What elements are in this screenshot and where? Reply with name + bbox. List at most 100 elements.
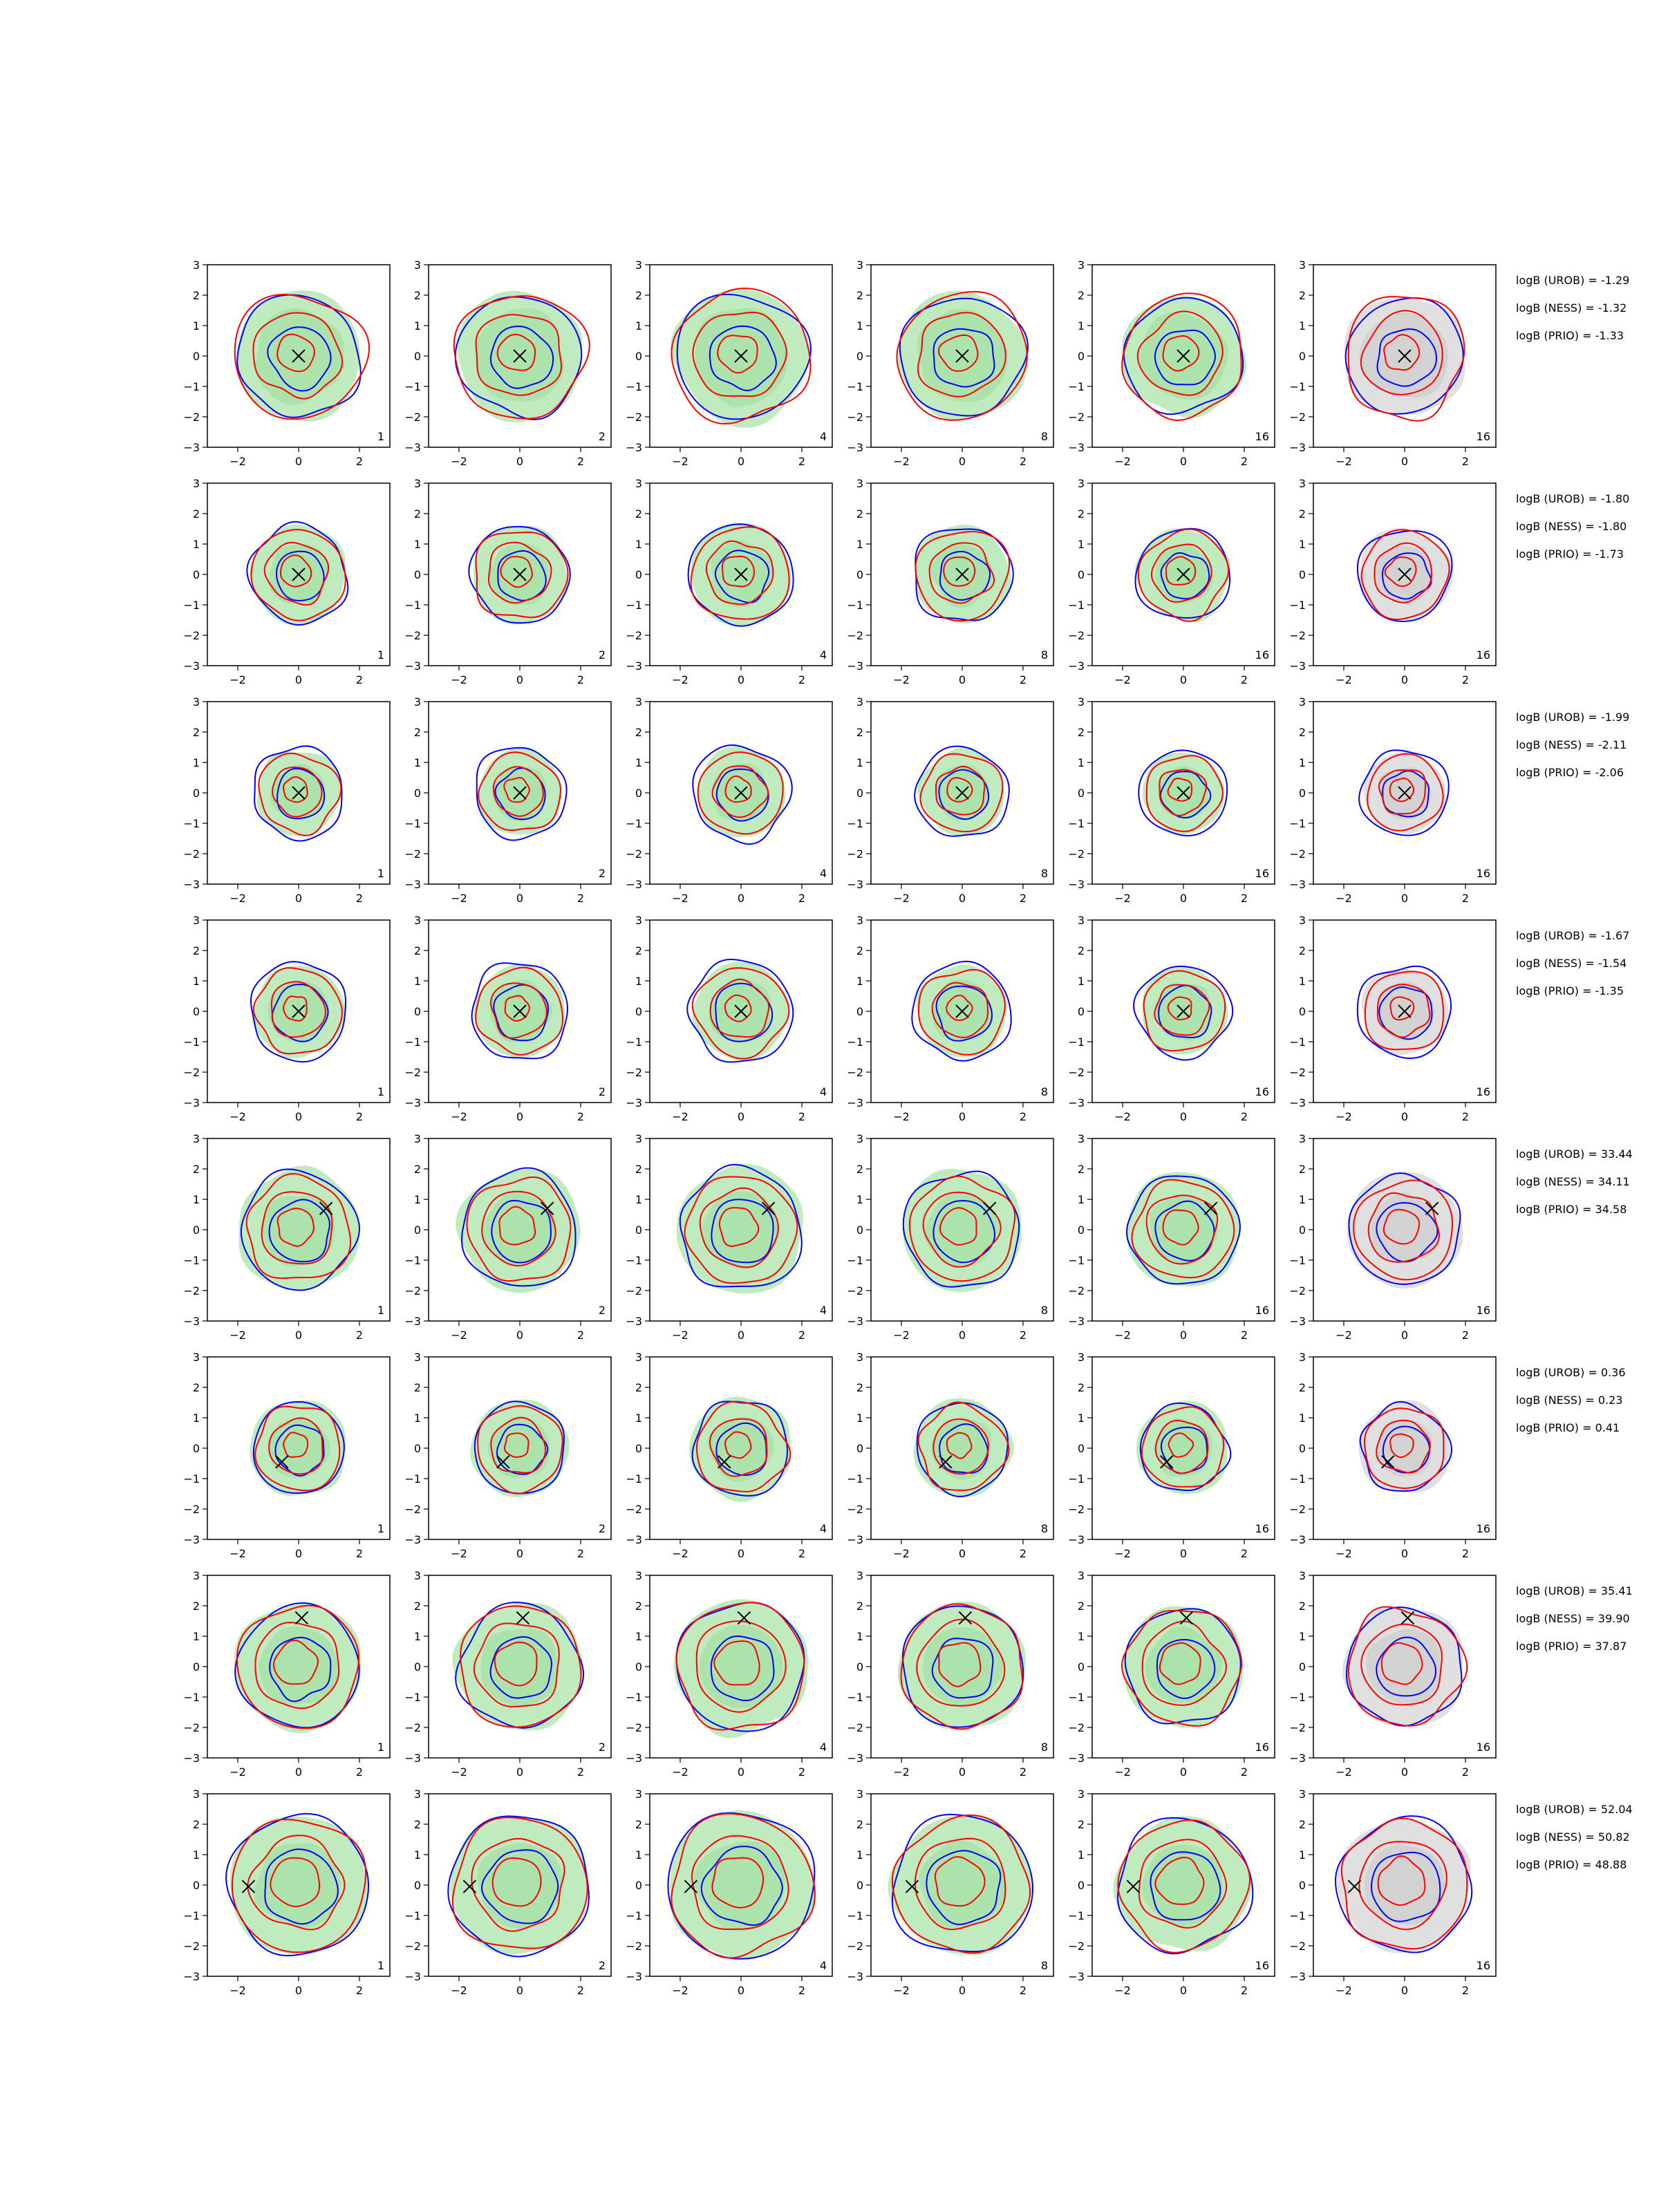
x-tick-label: 0 [738, 1110, 744, 1123]
y-tick-label: 0 [1299, 787, 1306, 800]
y-tick-label: −1 [183, 599, 200, 612]
logb-annotation: logB (UROB) = -1.67 [1516, 929, 1629, 942]
blue-contour [268, 1199, 330, 1263]
y-tick-label: 3 [1078, 914, 1085, 927]
y-tick-label: −1 [1068, 599, 1085, 612]
blue-contour [474, 1400, 565, 1494]
y-tick-label: −1 [626, 1254, 642, 1267]
y-tick-label: −1 [626, 380, 642, 393]
y-tick-label: 0 [635, 1879, 642, 1892]
y-tick-label: 1 [635, 1848, 642, 1862]
y-tick-label: 2 [635, 507, 642, 521]
y-tick-label: 2 [635, 726, 642, 739]
panel-plot-area [914, 745, 1010, 837]
red-contour [258, 752, 342, 836]
true-point-marker [684, 1880, 698, 1893]
true-point-marker [955, 568, 969, 581]
y-tick-label: −3 [626, 878, 642, 891]
logb-annotation: logB (PRIO) = -1.33 [1516, 329, 1624, 342]
y-tick-label: −1 [847, 1254, 863, 1267]
x-tick-label: −2 [229, 1984, 246, 1997]
y-tick-label: 2 [193, 1381, 200, 1394]
y-tick-label: −2 [404, 1284, 421, 1297]
y-tick-label: 3 [635, 1569, 642, 1582]
y-tick-label: 3 [193, 695, 200, 709]
blue-contour [1156, 1638, 1216, 1699]
x-tick-label: 2 [356, 673, 363, 686]
y-tick-label: −2 [1289, 1940, 1306, 1953]
y-tick-label: −3 [626, 1752, 642, 1765]
x-tick-label: −2 [893, 455, 910, 468]
x-tick-label: 0 [295, 1984, 302, 1997]
y-tick-label: −2 [1068, 1284, 1085, 1297]
red-contour [503, 1432, 529, 1458]
panel-r7-c6: −2 0 2 −3 −2 −1 0 1 2 3 16 [1289, 1569, 1497, 1779]
y-tick-label: −2 [404, 1066, 421, 1079]
y-tick-label: 0 [635, 1224, 642, 1237]
red-contour [272, 1640, 319, 1685]
y-tick-label: 2 [1299, 944, 1306, 957]
y-tick-label: 0 [1078, 787, 1085, 800]
blue-contour [931, 1638, 994, 1699]
red-contour [937, 334, 979, 372]
red-contour [1159, 1642, 1201, 1685]
panel-plot-area [1356, 528, 1454, 622]
density-fill-inner [1376, 1420, 1433, 1477]
y-tick-label: 2 [1078, 1163, 1085, 1176]
panel-plot-area [225, 1812, 370, 1957]
y-tick-label: −3 [1068, 441, 1085, 454]
x-tick-label: −2 [893, 1329, 910, 1342]
true-point-marker [292, 349, 306, 363]
y-tick-label: −3 [183, 441, 200, 454]
x-tick-label: 0 [1401, 1547, 1408, 1560]
y-tick-label: 0 [193, 787, 200, 800]
red-contour [900, 1603, 1024, 1730]
x-tick-label: −2 [229, 1765, 246, 1779]
red-contour [250, 529, 346, 621]
blue-contour [1358, 749, 1450, 836]
density-fill-inner [480, 1629, 559, 1706]
x-tick-label: −2 [1114, 1110, 1131, 1123]
panel-plot-area [913, 1398, 1014, 1497]
y-tick-label: 0 [414, 1442, 421, 1455]
y-tick-label: 2 [1299, 1381, 1306, 1394]
x-tick-label: 0 [959, 1110, 966, 1123]
x-tick-label: 2 [1020, 1984, 1027, 1997]
x-tick-label: −2 [893, 1110, 910, 1123]
density-fill-inner [702, 1191, 780, 1270]
y-tick-label: 3 [414, 695, 421, 709]
y-tick-label: −3 [1068, 1315, 1085, 1328]
y-tick-label: −3 [404, 1096, 421, 1109]
y-tick-label: 3 [856, 259, 863, 272]
y-tick-label: 2 [856, 1381, 863, 1394]
red-contour [270, 1857, 321, 1907]
y-tick-label: 3 [1078, 695, 1085, 709]
y-tick-label: 2 [1299, 1600, 1306, 1613]
y-tick-label: 1 [193, 1630, 200, 1643]
blue-contour [1138, 749, 1228, 837]
red-contour [282, 776, 308, 803]
y-tick-label: −2 [404, 1940, 421, 1953]
red-contour [494, 1641, 538, 1687]
red-contour [492, 766, 544, 817]
y-tick-label: −3 [404, 878, 421, 891]
y-tick-label: −1 [1289, 1035, 1306, 1049]
panel-corner-label: 16 [1255, 1085, 1269, 1098]
x-tick-label: 2 [1020, 1110, 1027, 1123]
y-tick-label: −3 [404, 441, 421, 454]
y-tick-label: −1 [1289, 1691, 1306, 1704]
panel-r2-c2: −2 0 2 −3 −2 −1 0 1 2 3 2 [404, 477, 612, 686]
red-contour [699, 1187, 779, 1268]
x-tick-label: 2 [1462, 1329, 1469, 1342]
x-tick-label: −2 [229, 673, 246, 686]
blue-contour [234, 1602, 360, 1729]
panel-corner-label: 2 [599, 1522, 606, 1535]
y-tick-label: 2 [856, 289, 863, 302]
y-tick-label: 2 [193, 726, 200, 739]
blue-contour [491, 1199, 552, 1264]
x-tick-label: 2 [1462, 1547, 1469, 1560]
y-tick-label: 3 [1299, 1132, 1306, 1145]
red-contour [711, 1857, 764, 1909]
panel-r6-c1: −2 0 2 −3 −2 −1 0 1 2 3 1 [183, 1351, 391, 1560]
y-tick-label: 0 [414, 1224, 421, 1237]
